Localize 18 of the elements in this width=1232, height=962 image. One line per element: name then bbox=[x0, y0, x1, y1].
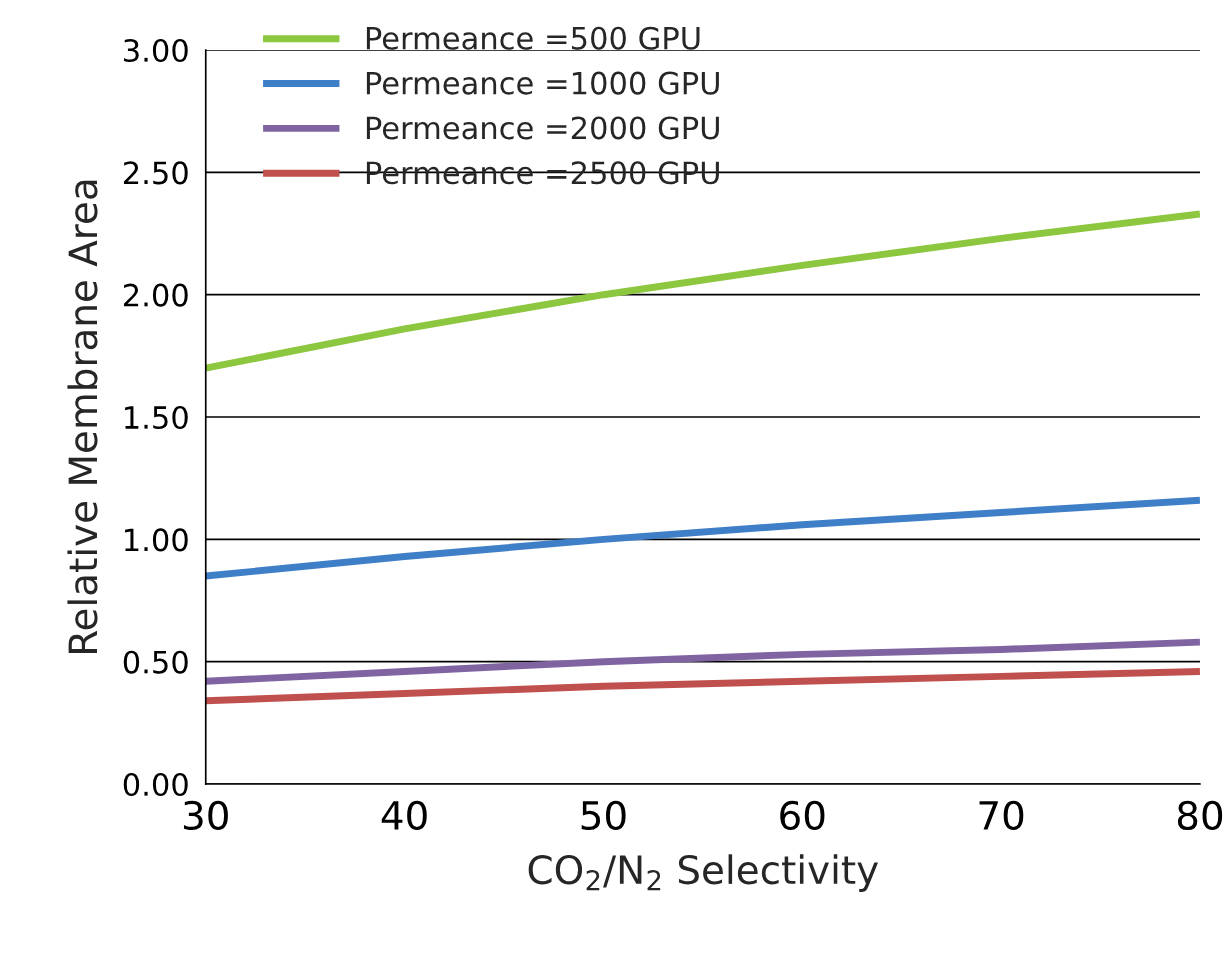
y-tick-label: 0.50 bbox=[123, 650, 188, 674]
x-tick-label: 70 bbox=[979, 800, 1024, 831]
y-axis-title: Relative Membrane Area bbox=[67, 180, 98, 653]
y-tick-label: 1.00 bbox=[125, 528, 188, 552]
y-tick-label: 1.50 bbox=[125, 405, 188, 430]
x-tick-label: 60 bbox=[780, 800, 825, 831]
legend-label: Permeance =1000 GPU bbox=[366, 71, 719, 95]
x-tick-label: 50 bbox=[581, 800, 626, 831]
y-tick-label: 2.50 bbox=[123, 161, 188, 185]
y-tick-label: 3.00 bbox=[124, 38, 188, 63]
legend-label: Permeance =2000 GPU bbox=[366, 116, 719, 140]
y-tick-label: 2.00 bbox=[123, 283, 188, 307]
y-tick-label: 0.00 bbox=[123, 772, 188, 797]
legend-label: Permeance =500 GPU bbox=[366, 26, 700, 50]
x-tick-label: 30 bbox=[183, 800, 228, 831]
x-axis-title: CO$_{2}$/N$_{2}$ Selectivity bbox=[528, 854, 879, 892]
x-tick-label: 40 bbox=[381, 800, 427, 831]
x-tick-label: 80 bbox=[1177, 800, 1223, 831]
